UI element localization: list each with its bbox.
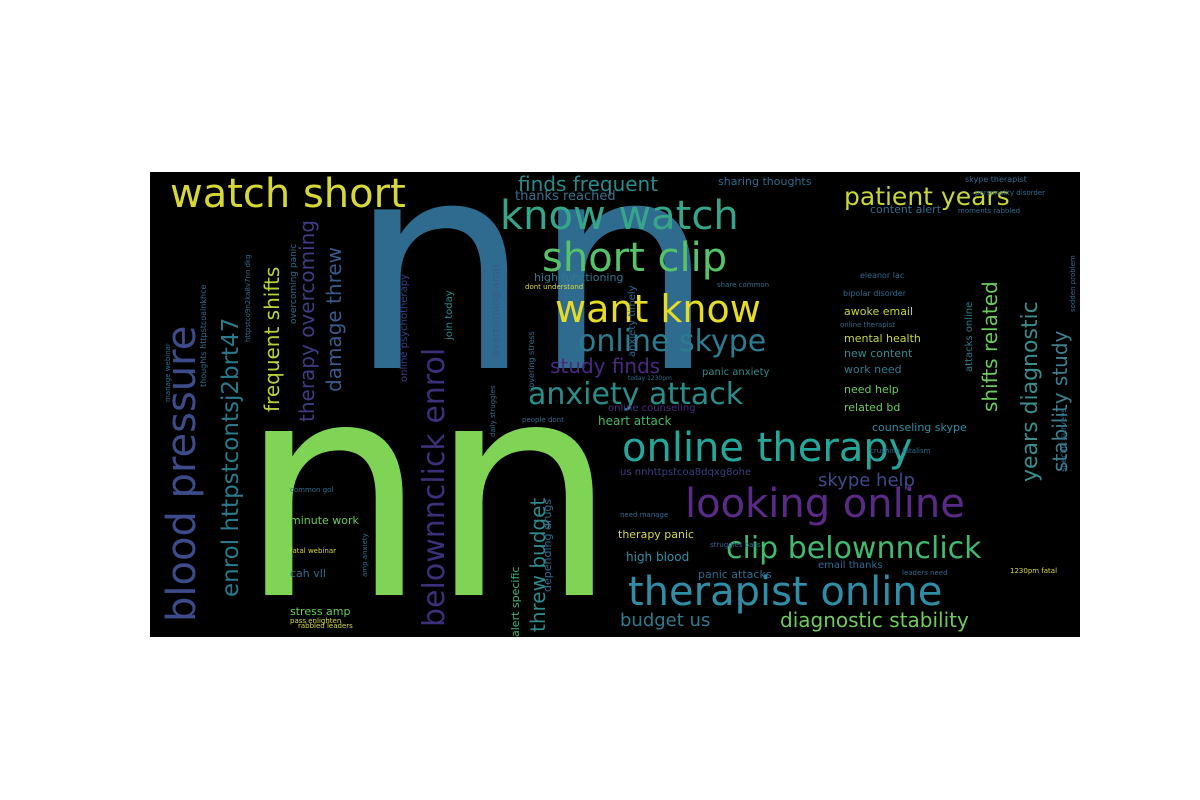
word-73: moments rabbled <box>958 207 1021 215</box>
word-21: years diagnostic <box>1018 301 1043 482</box>
word-19: damage threw <box>322 246 346 392</box>
word-68: 1230pm fatal <box>1010 567 1058 575</box>
word-62: daily struggles <box>489 385 497 437</box>
word-71: skype therapist <box>965 175 1027 184</box>
word-41: new content <box>844 347 913 360</box>
word-13: patient years <box>844 182 1010 211</box>
word-63: covering stress <box>527 331 536 392</box>
word-18: therapy overcoming <box>295 220 319 422</box>
word-22: shifts related <box>978 281 1002 412</box>
word-79: amp anxiety <box>361 533 369 577</box>
word-16: enrol httpstcontsj2brt47 <box>218 317 244 597</box>
word-57: stress amp <box>290 605 351 618</box>
word-34: online psychotherapy <box>399 273 410 382</box>
word-54: alert specific <box>509 566 522 637</box>
word-59: overcoming panic <box>289 243 299 324</box>
word-80: thoughts httpstcoalnkhce <box>199 284 208 387</box>
word-27: budget us <box>620 610 711 631</box>
word-67: rabbled leaders <box>298 622 353 630</box>
word-7: anxiety attack <box>528 377 744 412</box>
word-53: email thanks <box>818 560 883 571</box>
word-50: therapy panic <box>618 528 695 541</box>
word-33: overcoming amp <box>489 264 502 357</box>
word-43: need help <box>844 383 899 396</box>
word-83: sodden problem <box>1069 255 1077 312</box>
word-39: awoke email <box>844 305 914 318</box>
word-69: leaders need <box>902 569 948 577</box>
word-3: know watch <box>500 193 739 239</box>
word-64: us nnhttpstcoa8dqxg8ohe <box>620 467 752 478</box>
word-9: looking online <box>685 481 965 527</box>
word-5: want know <box>555 287 761 331</box>
word-77: share common <box>717 281 770 289</box>
word-58: cah vll <box>290 567 326 580</box>
word-76: need manage <box>620 511 669 519</box>
word-52: panic attacks <box>698 568 772 581</box>
word-45: counseling skype <box>872 421 967 434</box>
word-36: heart attack <box>598 414 672 428</box>
word-74: dont understand <box>525 283 584 291</box>
word-51: high blood <box>626 550 690 564</box>
word-48: bipolar disorder <box>843 289 907 298</box>
word-42: work need <box>844 363 902 376</box>
word-6: online skype <box>578 324 767 359</box>
word-44: related bd <box>844 401 901 414</box>
word-11: clip belownnclick <box>726 531 982 566</box>
word-38: panic anxiety <box>702 367 770 378</box>
word-49: online therapist <box>840 321 896 329</box>
word-72: personality disorder <box>975 189 1045 197</box>
word-29: thanks reached <box>515 189 616 204</box>
word-14: finds frequent <box>518 172 659 196</box>
word-17: frequent shifts <box>260 266 284 412</box>
word-cloud: nn nn watch short know watch short clip want … <box>150 172 1080 637</box>
word-10: therapist online <box>628 569 943 615</box>
word-31: high functioning <box>534 271 624 284</box>
word-60: people dont <box>522 416 564 424</box>
word-1: nn <box>238 317 619 638</box>
word-8: online therapy <box>622 425 913 471</box>
word-46: attacks online <box>964 301 975 372</box>
word-66: fatal webinar <box>290 547 336 555</box>
word-30: content alert <box>870 203 942 216</box>
word-47: eleanor lac <box>860 271 905 280</box>
word-25: study finds <box>550 354 661 378</box>
word-78: pass enlighten <box>290 617 342 625</box>
word-56: minute work <box>290 514 359 527</box>
word-26: skype help <box>818 470 915 491</box>
word-65: common gol <box>290 486 334 494</box>
word-61: today 1230pm <box>628 375 672 382</box>
word-37: online counseling <box>608 403 696 414</box>
word-35: anxiety timely <box>627 285 638 357</box>
word-4: short clip <box>542 235 728 281</box>
word-55: depending drugs <box>541 498 554 592</box>
word-12: diagnostic stability <box>780 608 969 632</box>
word-20: belownnclick enrol <box>417 347 452 627</box>
word-84: crushing fatalism <box>870 447 931 455</box>
word-2: watch short <box>170 172 406 217</box>
word-28: sharing thoughts <box>718 175 812 188</box>
word-0: nn <box>348 172 716 437</box>
word-32: join today <box>444 290 455 340</box>
word-70: specific surveys <box>1059 408 1068 472</box>
word-81: httpstco9n2ka8v7nn dkg <box>244 254 252 342</box>
word-82: manage webinar <box>164 343 172 402</box>
word-40: mental health <box>844 332 921 345</box>
word-75: struggles pass <box>710 541 761 549</box>
